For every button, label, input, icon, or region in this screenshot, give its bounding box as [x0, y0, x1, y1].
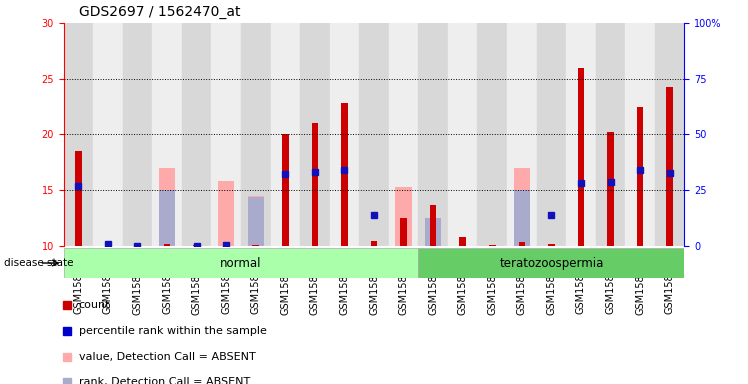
Bar: [182, 23, 212, 246]
Bar: [282, 134, 289, 246]
Bar: [153, 23, 182, 246]
Bar: [607, 132, 614, 246]
Bar: [625, 23, 654, 246]
Bar: [425, 218, 441, 246]
Bar: [548, 243, 554, 246]
Bar: [312, 123, 318, 246]
Text: GDS2697 / 1562470_at: GDS2697 / 1562470_at: [79, 5, 240, 19]
Bar: [577, 68, 584, 246]
Bar: [389, 23, 418, 246]
Bar: [271, 23, 300, 246]
Bar: [359, 23, 389, 246]
Bar: [637, 107, 643, 246]
Text: value, Detection Call = ABSENT: value, Detection Call = ABSENT: [79, 352, 255, 362]
Bar: [248, 196, 264, 246]
Bar: [164, 243, 171, 246]
Bar: [212, 23, 241, 246]
Bar: [595, 23, 625, 246]
Bar: [477, 23, 507, 246]
Text: teratozoospermia: teratozoospermia: [499, 257, 604, 270]
Bar: [518, 242, 525, 246]
Bar: [507, 23, 536, 246]
Bar: [218, 181, 234, 246]
Bar: [371, 241, 377, 246]
Bar: [536, 23, 566, 246]
Bar: [94, 23, 123, 246]
Bar: [300, 23, 330, 246]
Bar: [330, 23, 359, 246]
Text: disease state: disease state: [4, 258, 73, 268]
Bar: [123, 23, 153, 246]
Bar: [134, 245, 141, 246]
Bar: [566, 23, 595, 246]
Bar: [241, 23, 271, 246]
Bar: [223, 243, 230, 246]
Bar: [430, 205, 436, 246]
Text: count: count: [79, 300, 110, 310]
Bar: [666, 86, 673, 246]
Text: percentile rank within the sample: percentile rank within the sample: [79, 326, 266, 336]
Bar: [64, 248, 418, 278]
Bar: [159, 168, 175, 246]
Bar: [105, 243, 111, 246]
Bar: [396, 187, 411, 246]
Bar: [418, 23, 448, 246]
Bar: [253, 245, 259, 246]
Bar: [448, 23, 477, 246]
Bar: [459, 237, 466, 246]
Bar: [514, 168, 530, 246]
Bar: [248, 197, 264, 246]
Bar: [341, 103, 348, 246]
Bar: [159, 190, 175, 246]
Bar: [75, 151, 82, 246]
Bar: [418, 248, 684, 278]
Bar: [514, 190, 530, 246]
Bar: [64, 23, 94, 246]
Bar: [194, 245, 200, 246]
Text: normal: normal: [220, 257, 262, 270]
Text: rank, Detection Call = ABSENT: rank, Detection Call = ABSENT: [79, 377, 250, 384]
Bar: [654, 23, 684, 246]
Bar: [400, 218, 407, 246]
Bar: [489, 245, 495, 246]
